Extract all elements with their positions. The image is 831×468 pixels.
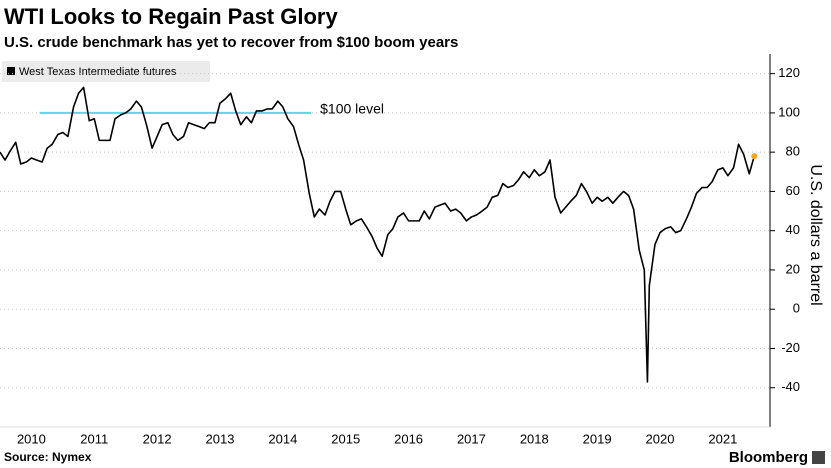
y-tick-label: 100	[778, 104, 800, 119]
x-tick-label: 2016	[394, 431, 423, 446]
x-tick-label: 2015	[331, 431, 360, 446]
brand-icon	[812, 451, 825, 464]
legend-label: West Texas Intermediate futures	[19, 66, 177, 78]
y-tick-label: 80	[786, 144, 800, 159]
y-tick-label: -40	[781, 379, 800, 394]
legend-box	[2, 61, 210, 82]
y-tick-label: 20	[786, 261, 800, 276]
brand: Bloomberg	[729, 449, 808, 466]
last-point	[751, 153, 758, 160]
y-tick-label: 40	[786, 222, 800, 237]
price-line	[0, 86, 756, 383]
annotation-label: $100 level	[320, 101, 384, 117]
chart-subtitle: U.S. crude benchmark has yet to recover …	[4, 34, 458, 51]
x-tick-label: 2017	[457, 431, 486, 446]
x-tick-label: 2014	[268, 431, 297, 446]
x-tick-label: 2019	[583, 431, 612, 446]
x-tick-label: 2011	[80, 431, 108, 446]
x-tick-label: 2021	[708, 431, 737, 446]
y-tick-label: 120	[778, 65, 800, 80]
x-tick-label: 2012	[143, 431, 172, 446]
x-tick-label: 2020	[646, 431, 675, 446]
y-tick-label: -20	[781, 340, 800, 355]
source: Source: Nymex	[4, 450, 92, 464]
x-tick-label: 2013	[206, 431, 235, 446]
y-tick-label: 0	[793, 301, 800, 316]
y-axis-title: U.S. dollars a barrel	[807, 164, 824, 305]
legend-swatch	[7, 67, 15, 75]
y-tick-label: 60	[786, 183, 800, 198]
chart-title: WTI Looks to Regain Past Glory	[4, 4, 338, 29]
x-tick-label: 2018	[520, 431, 549, 446]
x-tick-label: 2010	[17, 431, 46, 446]
